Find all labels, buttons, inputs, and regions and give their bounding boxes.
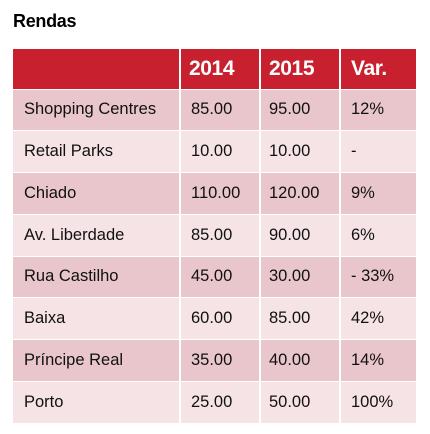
cell-2014: 60.00 [180, 297, 261, 340]
cell-variation: - 33% [340, 255, 416, 298]
cell-location: Chiado [13, 172, 181, 215]
cell-location: Av. Liberdade [13, 213, 181, 256]
table-row: Porto 25.00 50.00 100% [13, 380, 416, 423]
cell-variation: 9% [340, 172, 416, 215]
table-row: Av. Liberdade 85.00 90.00 6% [13, 213, 416, 256]
table-header-row: 2014 2015 Var. [13, 49, 416, 89]
header-location [13, 49, 181, 89]
cell-2015: 40.00 [260, 339, 341, 382]
cell-variation: 100% [340, 380, 416, 423]
cell-location: Shopping Centres [13, 88, 181, 131]
cell-2015: 50.00 [260, 380, 341, 423]
cell-2015: 95.00 [260, 88, 341, 131]
cell-location: Príncipe Real [13, 339, 181, 382]
rents-table: 2014 2015 Var. Shopping Centres 85.00 95… [13, 49, 416, 423]
cell-location: Baixa [13, 297, 181, 340]
cell-2014: 45.00 [180, 255, 261, 298]
header-2014: 2014 [180, 49, 261, 89]
header-2015: 2015 [260, 49, 341, 89]
cell-2014: 10.00 [180, 130, 261, 173]
cell-2015: 85.00 [260, 297, 341, 340]
cell-location: Porto [13, 380, 181, 423]
cell-2015: 90.00 [260, 213, 341, 256]
table-row: Shopping Centres 85.00 95.00 12% [13, 88, 416, 131]
cell-2015: 120.00 [260, 172, 341, 215]
cell-2014: 110.00 [180, 172, 261, 215]
table-title: Rendas [13, 11, 77, 31]
cell-variation: 14% [340, 339, 416, 382]
cell-location: Rua Castilho [13, 255, 181, 298]
cell-variation: 42% [340, 297, 416, 340]
header-variation: Var. [351, 56, 387, 80]
cell-2014: 85.00 [180, 88, 261, 131]
cell-2014: 85.00 [180, 213, 261, 256]
table-row: Chiado 110.00 120.00 9% [13, 172, 416, 215]
cell-2014: 25.00 [180, 380, 261, 423]
cell-2014: 35.00 [180, 339, 261, 382]
table-row: Rua Castilho 45.00 30.00 - 33% [13, 255, 416, 298]
table-row: Príncipe Real 35.00 40.00 14% [13, 339, 416, 382]
cell-2015: 30.00 [260, 255, 341, 298]
cell-variation: 6% [340, 213, 416, 256]
cell-variation: 12% [340, 88, 416, 131]
cell-variation: - [340, 130, 416, 173]
table-row: Baixa 60.00 85.00 42% [13, 297, 416, 340]
table-row: Retail Parks 10.00 10.00 - [13, 130, 416, 173]
cell-location: Retail Parks [13, 130, 181, 173]
cell-2015: 10.00 [260, 130, 341, 173]
